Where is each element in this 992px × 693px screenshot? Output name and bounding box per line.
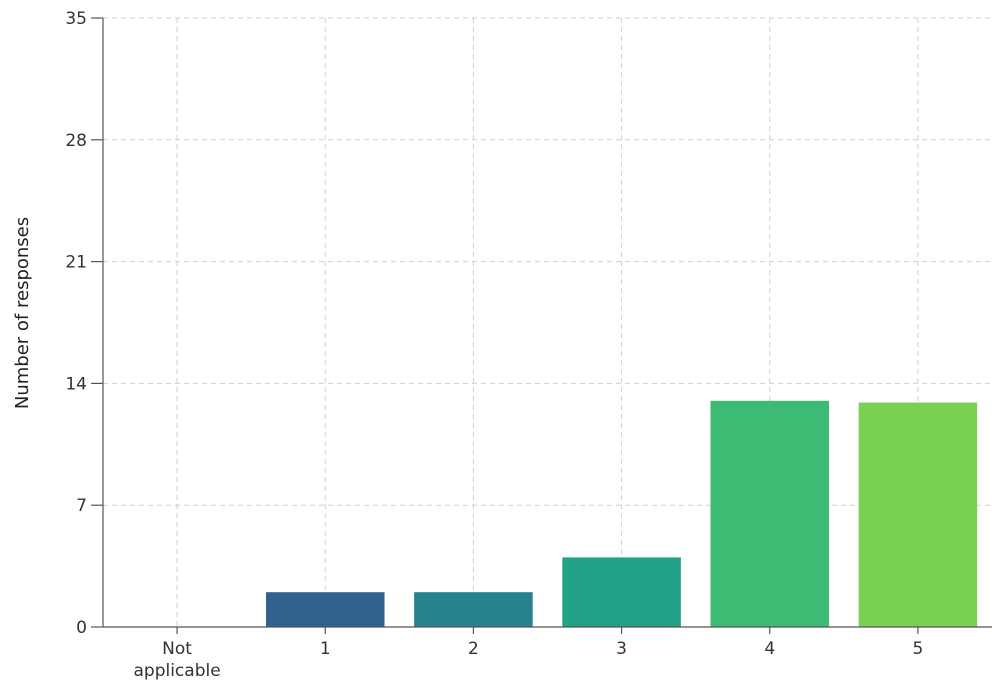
bars — [265, 400, 978, 627]
x-tick-label: Not applicable — [133, 639, 220, 681]
bar — [710, 400, 830, 627]
bar — [858, 402, 978, 627]
x-tick-label: 3 — [616, 639, 627, 659]
y-tick-label: 35 — [65, 9, 87, 29]
x-tick-label: 1 — [320, 639, 331, 659]
x-tick-label: 5 — [913, 639, 924, 659]
y-tick-label: 28 — [65, 131, 87, 151]
x-tick-label: 4 — [764, 639, 775, 659]
bar — [414, 592, 533, 627]
x-tick-label: 2 — [468, 639, 479, 659]
bar — [562, 557, 681, 627]
y-tick-label: 7 — [76, 496, 87, 516]
y-tick-label: 21 — [65, 253, 87, 273]
tick-labels: 0 7 14 21 28 35 Not applicable 1 2 3 4 5 — [65, 9, 923, 681]
y-tick-label: 0 — [76, 618, 87, 638]
y-tick-label: 14 — [65, 374, 87, 394]
bar — [265, 592, 385, 627]
y-axis-title: Number of responses — [12, 217, 33, 409]
axes — [91, 17, 992, 634]
